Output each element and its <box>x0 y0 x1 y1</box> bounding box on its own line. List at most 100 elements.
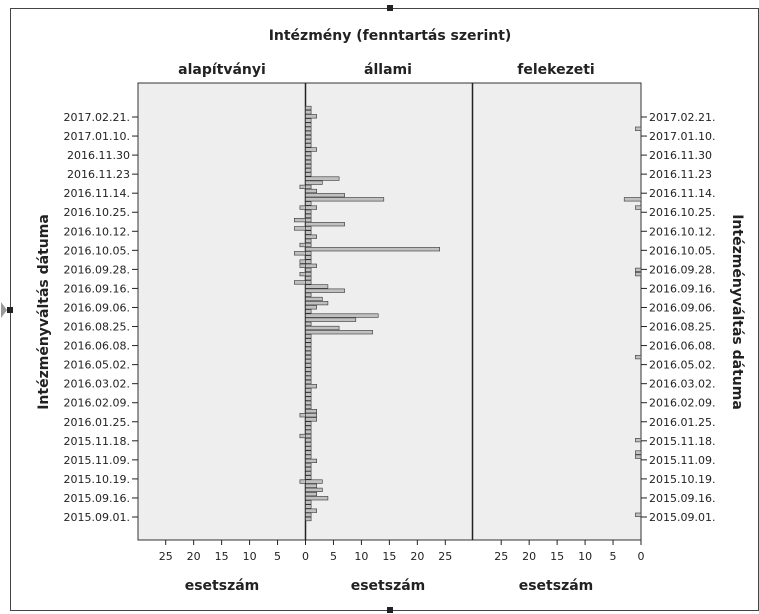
y-tick-label-right: 2016.11.14. <box>649 187 715 200</box>
bar-felekezeti <box>635 454 642 459</box>
bar-allami <box>305 205 317 210</box>
x-axis-label-alapitvanyi: esetszám <box>185 578 260 594</box>
bar-allami <box>305 172 312 177</box>
bar-allami <box>305 487 323 493</box>
bar-allami <box>305 458 317 464</box>
bar-allami <box>305 184 312 190</box>
bar-allami <box>305 155 312 160</box>
bar-allami <box>305 188 317 194</box>
y-tick-label-right: 2016.09.28. <box>649 263 715 276</box>
y-tick-label-right: 2015.11.09. <box>649 454 715 467</box>
bar-allami <box>305 467 312 472</box>
bar-allami <box>305 238 312 243</box>
bar-allami <box>305 168 312 173</box>
bar-alapitvanyi <box>299 205 306 210</box>
y-tick-label-right: 2016.08.25. <box>649 321 715 334</box>
bar-allami <box>305 491 317 497</box>
bar-allami <box>305 471 312 476</box>
bar-felekezeti <box>635 354 642 360</box>
bar-allami <box>305 147 317 152</box>
panel-title-allami: állami <box>364 62 412 78</box>
x-tick-label: 15 <box>215 550 229 563</box>
bar-allami <box>305 363 312 368</box>
bar-allami <box>305 296 323 302</box>
x-tick-label: 10 <box>243 550 257 563</box>
y-tick-label-left: 2016.11.30 <box>67 149 130 162</box>
bar-alapitvanyi <box>293 218 306 223</box>
bar-allami <box>305 404 312 410</box>
bar-alapitvanyi <box>299 479 306 484</box>
bar-allami <box>305 234 317 239</box>
bar-allami <box>305 151 312 156</box>
y-tick-label-right: 2016.11.23 <box>649 168 712 181</box>
bar-allami <box>305 325 340 331</box>
bar-allami <box>305 139 312 144</box>
y-tick-label-left: 2015.11.09. <box>64 454 130 467</box>
bar-allami <box>305 334 312 339</box>
bar-allami <box>305 508 317 513</box>
bar-allami <box>305 446 312 451</box>
y-ticks-right: 2017.02.21. 2017.01.10. 2016.11.30 2016.11.… <box>641 111 715 524</box>
x-tick-label: 10 <box>578 550 592 563</box>
bar-allami <box>305 305 317 310</box>
y-tick-label-left: 2016.05.02. <box>64 359 130 372</box>
bar-felekezeti <box>635 267 642 273</box>
bar-allami <box>305 130 312 136</box>
bar-allami <box>305 180 323 185</box>
x-tick-label: 15 <box>382 550 396 563</box>
bars-group <box>293 105 642 522</box>
x-tick-label: 25 <box>438 550 452 563</box>
bar-allami <box>305 408 317 414</box>
bar-allami <box>305 292 312 297</box>
bar-alapitvanyi <box>293 251 306 256</box>
bar-allami <box>305 193 345 198</box>
bar-allami <box>305 454 312 459</box>
bar-allami <box>305 118 312 123</box>
plot-area <box>137 82 642 541</box>
bar-alapitvanyi <box>293 280 306 285</box>
bar-allami <box>305 222 345 227</box>
y-tick-label-right: 2016.11.30 <box>649 149 712 162</box>
bar-allami <box>305 218 312 223</box>
x-tick-label: 20 <box>522 550 536 563</box>
bar-allami <box>305 135 312 140</box>
x-tick-label: 15 <box>550 550 564 563</box>
bar-allami <box>305 259 312 264</box>
bar-alapitvanyi <box>299 263 306 268</box>
y-tick-label-left: 2016.10.05. <box>64 244 130 257</box>
y-tick-label-left: 2015.09.01. <box>64 511 130 524</box>
chart-title: Intézmény (fenntartás szerint) <box>269 28 512 44</box>
frame-handle-bottom[interactable] <box>387 607 393 613</box>
bar-allami <box>305 496 329 501</box>
x-tick-label: 0 <box>302 550 309 563</box>
panel-title-alapitvanyi: alapítványi <box>178 62 266 78</box>
bar-allami <box>305 263 317 268</box>
frame-handle-top[interactable] <box>387 5 393 11</box>
bar-allami <box>305 267 312 273</box>
bar-allami <box>305 201 312 206</box>
bar-allami <box>305 462 312 468</box>
bar-alapitvanyi <box>299 242 306 248</box>
y-ticks-left: 2017.02.21. 2017.01.10. 2016.11.30 2016.11.… <box>64 111 138 524</box>
y-tick-label-right: 2016.10.05. <box>649 244 715 257</box>
bar-allami <box>305 512 312 517</box>
bar-allami <box>305 417 317 422</box>
y-tick-label-left: 2016.09.16. <box>64 282 130 295</box>
y-tick-label-left: 2016.11.23 <box>67 168 130 181</box>
bar-allami <box>305 226 312 231</box>
y-tick-label-right: 2017.02.21. <box>649 111 715 124</box>
y-tick-label-left: 2016.03.02. <box>64 378 130 391</box>
bar-allami <box>305 350 312 356</box>
bar-allami <box>305 483 317 488</box>
bar-allami <box>305 429 312 434</box>
y-tick-label-right: 2016.02.09. <box>649 397 715 410</box>
bar-allami <box>305 375 312 380</box>
bar-allami <box>305 384 317 389</box>
bar-allami <box>305 284 329 289</box>
bar-allami <box>305 126 312 131</box>
x-axis-label-allami: esetszám <box>351 578 426 594</box>
bar-allami <box>305 392 312 397</box>
bar-allami <box>305 276 312 281</box>
frame-handle-left[interactable] <box>7 307 13 313</box>
